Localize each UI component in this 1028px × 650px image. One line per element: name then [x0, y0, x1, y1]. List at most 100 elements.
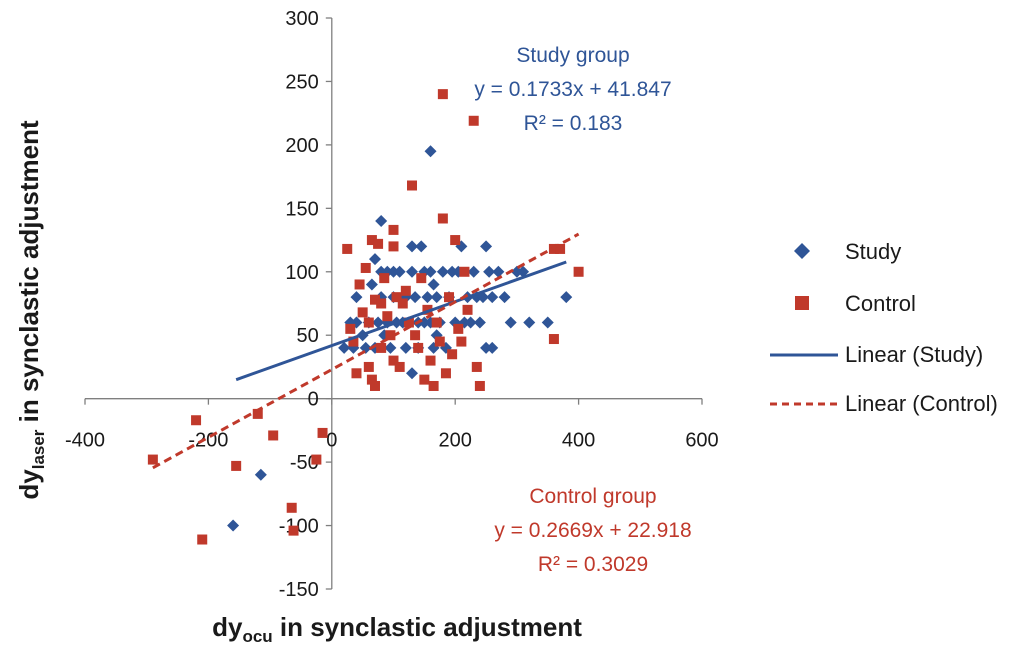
study-point	[421, 291, 434, 304]
control-point	[391, 292, 402, 303]
study-annotation-title: Study group	[516, 44, 629, 67]
study-point	[227, 519, 240, 532]
control-point	[471, 361, 482, 372]
control-point	[354, 279, 365, 290]
control-point	[394, 361, 405, 372]
study-point	[338, 341, 351, 354]
control-point	[376, 298, 387, 309]
study-point	[387, 265, 400, 278]
y-tick-label: 0	[308, 389, 319, 411]
control-point	[268, 430, 279, 441]
y-tick-label: 50	[297, 325, 319, 347]
y-tick-label: 100	[285, 262, 318, 284]
control-point	[388, 241, 399, 252]
control-point	[474, 380, 485, 391]
study-point	[523, 316, 536, 329]
study-point	[446, 265, 459, 278]
control-point	[444, 292, 455, 303]
control-point	[379, 273, 390, 284]
y-tick-label: 250	[285, 71, 318, 93]
x-axis-label-rest: in synclastic adjustment	[273, 612, 583, 642]
control-point	[403, 317, 414, 328]
x-tick-label: 200	[439, 430, 472, 452]
study-point	[409, 291, 422, 304]
y-axis-label-main: dy	[14, 469, 44, 500]
control-point	[413, 342, 424, 353]
control-annotation-equation: y = 0.2669x + 22.918	[494, 519, 691, 542]
y-tick-label: 200	[285, 135, 318, 157]
control-point	[456, 336, 467, 347]
control-point	[428, 380, 439, 391]
control-annotation-title: Control group	[529, 485, 656, 508]
study-point	[480, 240, 493, 253]
legend-study-label: Study	[845, 239, 901, 264]
y-axis-label: dylaser in synclastic adjustment	[14, 120, 48, 500]
study-point	[541, 316, 554, 329]
study-point	[406, 367, 419, 380]
control-point	[385, 330, 396, 341]
study-point	[480, 341, 493, 354]
y-tick-label: -100	[279, 516, 319, 538]
legend-control-label: Control	[845, 291, 916, 316]
y-tick-label: 150	[285, 198, 318, 220]
control-point	[388, 224, 399, 235]
legend-control-marker	[795, 296, 809, 310]
control-point	[357, 307, 368, 318]
study-point	[504, 316, 517, 329]
study-point	[486, 291, 499, 304]
control-point	[434, 336, 445, 347]
control-point	[363, 361, 374, 372]
study-point	[492, 265, 505, 278]
study-point	[384, 341, 397, 354]
legend: Study Control Linear (Study) Linear (Con…	[770, 239, 998, 416]
study-trendline	[235, 260, 567, 382]
study-annotation-equation: y = 0.1733x + 41.847	[474, 78, 671, 101]
control-point	[197, 534, 208, 545]
x-axis-label-main: dy	[212, 612, 243, 642]
control-point	[410, 330, 421, 341]
control-point	[147, 454, 158, 465]
control-point	[407, 180, 418, 191]
y-axis-label-rest: in synclastic adjustment	[14, 120, 44, 430]
study-point	[560, 291, 573, 304]
control-point	[382, 311, 393, 322]
control-point	[462, 304, 473, 315]
study-point	[406, 265, 419, 278]
control-point	[348, 336, 359, 347]
study-point	[254, 468, 267, 481]
control-point	[191, 415, 202, 426]
study-point	[486, 341, 499, 354]
control-point	[317, 427, 328, 438]
control-point	[376, 342, 387, 353]
study-point	[498, 291, 511, 304]
study-point	[467, 265, 480, 278]
control-point	[468, 115, 479, 126]
x-axis-label: dyocu in synclastic adjustment	[212, 612, 582, 646]
control-point	[431, 317, 442, 328]
control-point	[288, 525, 299, 536]
x-tick-label: -400	[65, 430, 105, 452]
control-point	[437, 89, 448, 100]
study-point	[368, 253, 381, 266]
study-point	[510, 265, 523, 278]
study-point	[424, 145, 437, 158]
control-point	[425, 355, 436, 366]
control-trendline	[152, 232, 580, 470]
study-point	[430, 291, 443, 304]
study-point	[483, 265, 496, 278]
control-point	[459, 266, 470, 277]
x-axis-label-sub: ocu	[242, 627, 272, 646]
study-point	[365, 278, 378, 291]
study-point	[424, 265, 437, 278]
control-point	[573, 266, 584, 277]
control-point	[366, 235, 377, 246]
control-point	[252, 408, 263, 419]
study-point	[375, 215, 388, 228]
control-point	[388, 355, 399, 366]
x-tick-label: 600	[685, 430, 718, 452]
control-point	[450, 235, 461, 246]
control-point	[447, 349, 458, 360]
control-point	[373, 238, 384, 249]
control-annotation-r2: R² = 0.3029	[538, 553, 648, 576]
control-point	[548, 334, 559, 345]
